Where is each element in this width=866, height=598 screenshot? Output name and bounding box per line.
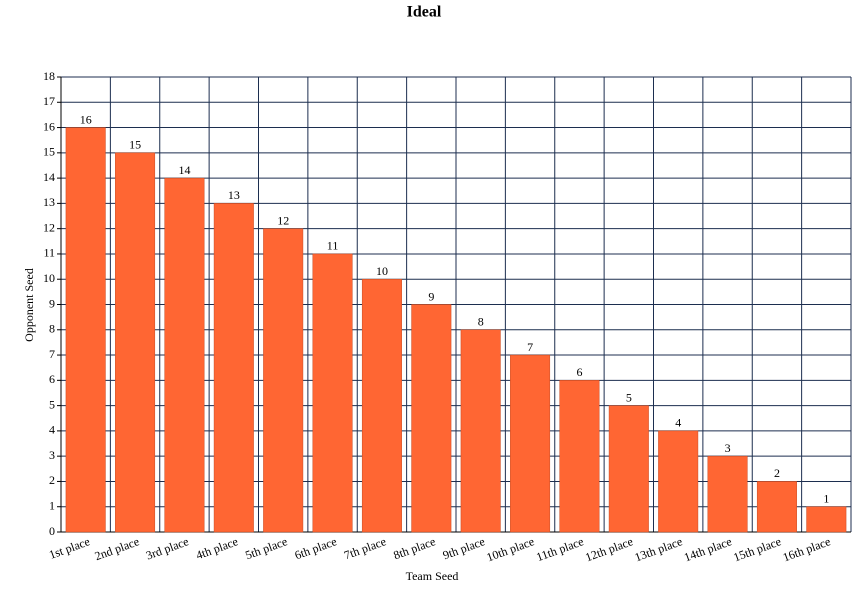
- value-label: 12: [277, 213, 289, 227]
- value-label: 3: [725, 441, 731, 455]
- bar: [411, 304, 452, 533]
- bar: [263, 228, 304, 533]
- x-tick-label: 12th place: [583, 534, 634, 564]
- x-tick-label: 2nd place: [93, 534, 141, 563]
- value-label: 10: [376, 264, 388, 278]
- value-label: 9: [428, 289, 434, 303]
- value-label: 7: [527, 340, 533, 354]
- x-tick-label: 4th place: [194, 534, 240, 562]
- bar: [707, 455, 748, 533]
- value-label: 16: [80, 112, 92, 126]
- bar: [213, 203, 254, 533]
- y-tick-label: 18: [43, 69, 55, 83]
- value-label: 13: [228, 188, 240, 202]
- y-tick-label: 9: [49, 296, 55, 310]
- x-tick-label: 14th place: [682, 534, 733, 564]
- bar: [312, 253, 353, 533]
- bar: [658, 430, 699, 533]
- value-label: 1: [823, 491, 829, 505]
- y-tick-label: 4: [49, 423, 55, 437]
- x-tick-label: 9th place: [441, 534, 487, 562]
- value-label: 4: [675, 416, 681, 430]
- value-label: 14: [178, 163, 190, 177]
- y-tick-label: 17: [43, 94, 55, 108]
- x-tick-label: 3rd place: [144, 534, 190, 562]
- y-tick-label: 1: [49, 498, 55, 512]
- y-tick-label: 16: [43, 119, 55, 133]
- x-tick-label: 1st place: [47, 534, 92, 562]
- x-axis-label: Team Seed: [406, 569, 459, 583]
- y-tick-label: 12: [43, 220, 55, 234]
- bar: [361, 278, 402, 533]
- value-label: 11: [327, 239, 339, 253]
- bar: [115, 152, 156, 533]
- value-label: 6: [576, 365, 582, 379]
- y-tick-label: 15: [43, 145, 55, 159]
- y-tick-label: 7: [49, 347, 55, 361]
- value-label: 2: [774, 466, 780, 480]
- x-tick-label: 10th place: [485, 534, 536, 564]
- bar: [608, 405, 649, 533]
- y-tick-label: 13: [43, 195, 55, 209]
- value-label: 5: [626, 390, 632, 404]
- bar: [559, 380, 600, 533]
- x-tick-label: 13th place: [633, 534, 684, 564]
- bar: [510, 354, 551, 533]
- bar: [806, 506, 847, 533]
- value-label: 15: [129, 138, 141, 152]
- y-tick-label: 5: [49, 397, 55, 411]
- x-tick-label: 11th place: [534, 534, 585, 564]
- x-tick-label: 7th place: [342, 534, 388, 562]
- y-tick-label: 10: [43, 271, 55, 285]
- y-tick-label: 2: [49, 473, 55, 487]
- bar: [164, 177, 205, 533]
- bar: [756, 481, 797, 533]
- y-tick-label: 6: [49, 372, 55, 386]
- x-tick-label: 16th place: [781, 534, 832, 564]
- y-tick-label: 8: [49, 322, 55, 336]
- chart-title: Ideal: [407, 4, 442, 21]
- bar: [460, 329, 501, 533]
- y-tick-label: 14: [43, 170, 55, 184]
- y-axis-label: Opponent Seed: [22, 268, 36, 342]
- x-tick-label: 5th place: [243, 534, 289, 562]
- y-tick-label: 3: [49, 448, 55, 462]
- y-tick-label: 0: [49, 524, 55, 538]
- value-label: 8: [478, 315, 484, 329]
- x-tick-label: 8th place: [391, 534, 437, 562]
- bar: [65, 127, 106, 533]
- y-tick-label: 11: [43, 246, 55, 260]
- x-tick-label: 6th place: [293, 534, 339, 562]
- x-tick-label: 15th place: [731, 534, 782, 564]
